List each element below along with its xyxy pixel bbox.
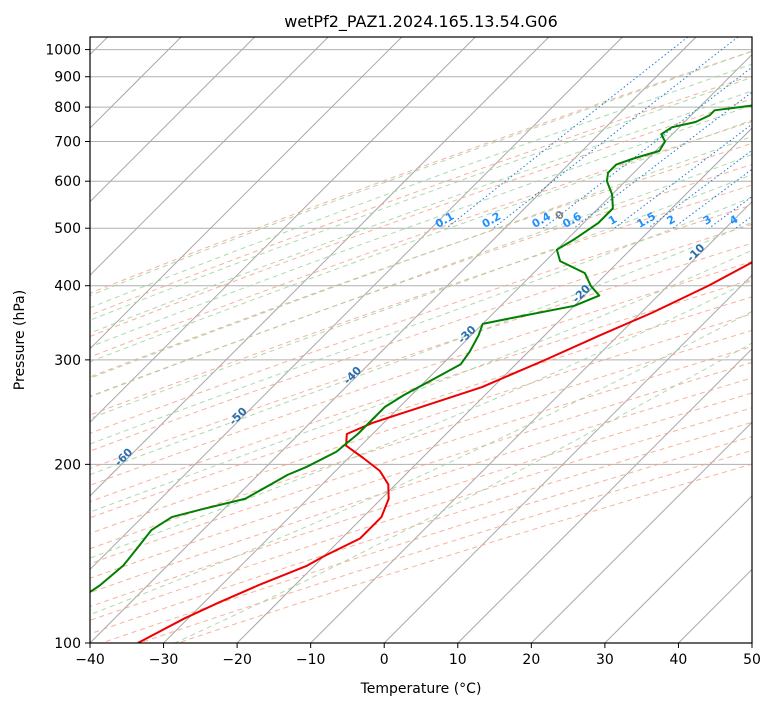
x-tick-label: −40 — [75, 652, 105, 668]
dry-adiabat-line — [90, 142, 752, 378]
plot-frame — [89, 36, 753, 644]
temperature-profile-line — [137, 261, 752, 643]
isotherm-line — [90, 37, 550, 497]
background-lines — [90, 37, 752, 643]
dry-adiabat-line — [90, 50, 752, 294]
dry-adiabat-line — [90, 329, 752, 550]
x-tick-label: −30 — [149, 652, 179, 668]
moist-adiabat-line — [90, 50, 752, 297]
y-tick-label: 600 — [54, 174, 81, 190]
isotherm-line — [383, 274, 752, 643]
x-tick-label: 10 — [449, 652, 467, 668]
moist-adiabat-line — [90, 221, 752, 476]
y-tick-label: 1000 — [45, 43, 81, 59]
x-tick-label: 40 — [670, 652, 688, 668]
isotherm-line — [163, 53, 752, 643]
dry-adiabat-line — [90, 377, 752, 594]
dry-adiabat-line — [90, 242, 752, 469]
moist-adiabat-line — [90, 310, 752, 616]
plot-area — [90, 37, 752, 643]
dry-adiabat-line — [90, 296, 752, 519]
isotherm-line — [530, 421, 752, 643]
dry-adiabat-line — [90, 98, 752, 337]
y-tick-label: 100 — [54, 636, 81, 652]
moist-adiabat-line — [90, 174, 752, 420]
y-tick-label: 700 — [54, 134, 81, 150]
y-tick-label: 400 — [54, 279, 81, 295]
dewpoint-profile-line — [90, 104, 752, 594]
moist-adiabat-line — [90, 63, 752, 309]
dry-adiabat-line — [90, 392, 752, 608]
x-tick-label: 30 — [596, 652, 614, 668]
moist-adiabat-line — [90, 76, 752, 321]
isotherm-line — [457, 348, 752, 643]
moist-adiabat-line — [90, 119, 752, 363]
x-tick-label: 0 — [380, 652, 389, 668]
y-axis-label: Pressure (hPa) — [12, 290, 28, 390]
moist-adiabat-line — [90, 279, 752, 559]
isotherm-line — [236, 127, 752, 643]
mixing-ratio-line — [492, 37, 739, 229]
isotherm-line — [90, 37, 476, 424]
x-tick-label: 20 — [522, 652, 540, 668]
x-tick-label: −20 — [222, 652, 252, 668]
chart-title: wetPf2_PAZ1.2024.165.13.54.G06 — [284, 12, 558, 32]
dry-adiabat-line — [90, 74, 752, 316]
mixing-ratio-line — [542, 66, 752, 229]
x-axis-label: Temperature (°C) — [360, 681, 482, 697]
mixing-ratio-line — [573, 91, 752, 229]
dry-adiabat-line — [90, 184, 752, 416]
isotherm-line — [90, 37, 329, 276]
moist-adiabat-line — [90, 196, 752, 445]
y-axis-ticks: 100 200 300 400 500 600 700 800 900 1000 — [45, 43, 90, 652]
y-tick-label: 900 — [54, 70, 81, 86]
y-tick-label: 300 — [54, 353, 81, 369]
moist-adiabat-line — [90, 153, 752, 398]
x-tick-label: 50 — [743, 652, 761, 668]
sounding-profiles — [90, 104, 752, 643]
y-tick-label: 500 — [54, 221, 81, 237]
mixing-ratio-line — [672, 168, 752, 229]
x-axis-ticks: −40 −30 −20 −10 0 10 20 30 40 50 — [75, 643, 761, 668]
isotherm-line — [604, 495, 752, 643]
x-tick-label: −10 — [296, 652, 326, 668]
isotherm-line — [90, 37, 403, 350]
dry-adiabat-line — [90, 346, 752, 565]
isotherm-line — [90, 37, 697, 643]
isotherm-line — [90, 37, 623, 571]
dry-adiabat-line — [90, 163, 752, 397]
y-tick-label: 800 — [54, 100, 81, 116]
isotherm-line — [90, 37, 256, 203]
dry-adiabat-line — [90, 204, 752, 434]
moist-adiabat-line — [90, 90, 752, 334]
y-tick-label: 200 — [54, 457, 81, 473]
